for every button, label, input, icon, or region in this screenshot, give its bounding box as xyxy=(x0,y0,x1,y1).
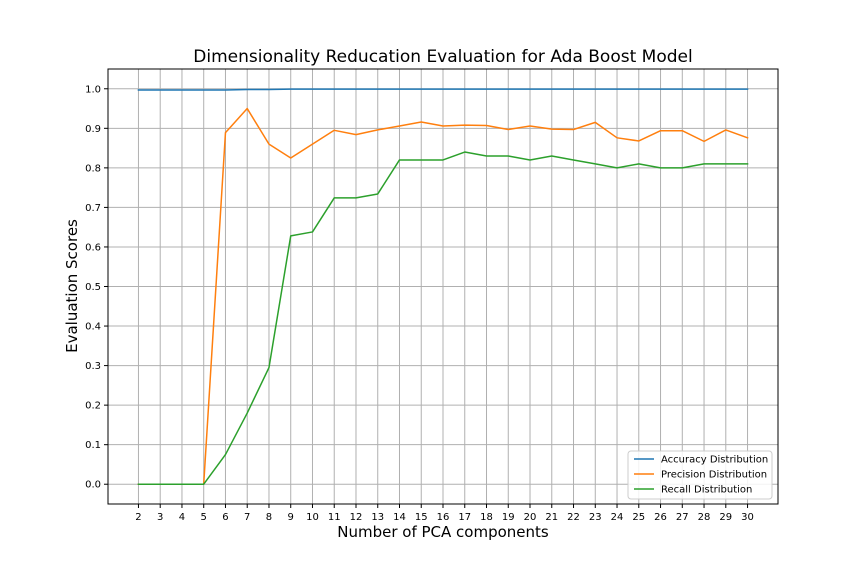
x-tick-label: 15 xyxy=(415,512,428,523)
x-tick-label: 8 xyxy=(266,512,272,523)
x-tick-label: 20 xyxy=(524,512,537,523)
x-tick-label: 29 xyxy=(719,512,732,523)
x-tick-label: 22 xyxy=(567,512,580,523)
x-tick-label: 30 xyxy=(741,512,754,523)
x-tick-label: 5 xyxy=(201,512,207,523)
series-line-recall-distribution xyxy=(137,151,749,485)
y-axis-title: Evaluation Scores xyxy=(63,219,81,353)
y-tick-label: 0.2 xyxy=(85,401,101,412)
legend: Accuracy Distribution Precision Distribut… xyxy=(627,450,773,500)
x-tick-label: 26 xyxy=(654,512,667,523)
x-tick-label: 7 xyxy=(244,512,250,523)
y-tick-label: 0.0 xyxy=(85,480,101,491)
x-tick-label: 28 xyxy=(698,512,711,523)
x-tick-label: 23 xyxy=(589,512,602,523)
y-tick-label: 0.3 xyxy=(85,361,101,372)
y-tick-label: 0.4 xyxy=(85,322,101,333)
x-tick-label: 16 xyxy=(437,512,450,523)
series-line-precision-distribution xyxy=(137,107,749,485)
y-tick-label: 0.8 xyxy=(85,163,101,174)
x-tick-label: 9 xyxy=(288,512,294,523)
x-tick-label: 25 xyxy=(632,512,645,523)
x-tick-label: 21 xyxy=(545,512,558,523)
x-axis-title: Number of PCA components xyxy=(337,523,549,541)
x-tick-label: 2 xyxy=(135,512,141,523)
legend-label: Accuracy Distribution xyxy=(661,455,768,466)
x-tick-label: 12 xyxy=(350,512,363,523)
x-tick-label: 13 xyxy=(371,512,384,523)
x-tick-label: 18 xyxy=(480,512,493,523)
y-tick-label: 0.1 xyxy=(85,440,101,451)
x-tick-label: 24 xyxy=(611,512,624,523)
y-tick-label: 0.7 xyxy=(85,203,101,214)
x-tick-label: 17 xyxy=(458,512,471,523)
x-tick-label: 10 xyxy=(306,512,319,523)
x-tick-label: 4 xyxy=(179,512,185,523)
y-tick-label: 1.0 xyxy=(85,84,101,95)
chart-title: Dimensionality Reducation Evaluation for… xyxy=(193,47,692,67)
x-tick-label: 3 xyxy=(157,512,163,523)
series-line-accuracy-distribution xyxy=(137,88,749,91)
y-tick-label: 0.9 xyxy=(85,124,101,135)
legend-label: Precision Distribution xyxy=(661,470,767,481)
series-layer xyxy=(137,88,749,485)
x-tick-label: 14 xyxy=(393,512,406,523)
x-axis: 2 3 4 5 6 7 8 9 10 11 12 13 14 15 16 17 18 19 20 21 22 23 24 25… xyxy=(135,504,754,523)
x-tick-label: 27 xyxy=(676,512,689,523)
x-tick-label: 6 xyxy=(222,512,228,523)
x-tick-label: 11 xyxy=(328,512,341,523)
y-axis: 0.0 0.1 0.2 0.3 0.4 0.5 0.6 0.7 0.8 0.9 1.0 xyxy=(85,84,108,491)
legend-label: Recall Distribution xyxy=(661,485,752,496)
legend-box xyxy=(627,450,773,500)
y-tick-label: 0.5 xyxy=(85,282,101,293)
x-tick-label: 19 xyxy=(502,512,515,523)
y-tick-label: 0.6 xyxy=(85,242,101,253)
